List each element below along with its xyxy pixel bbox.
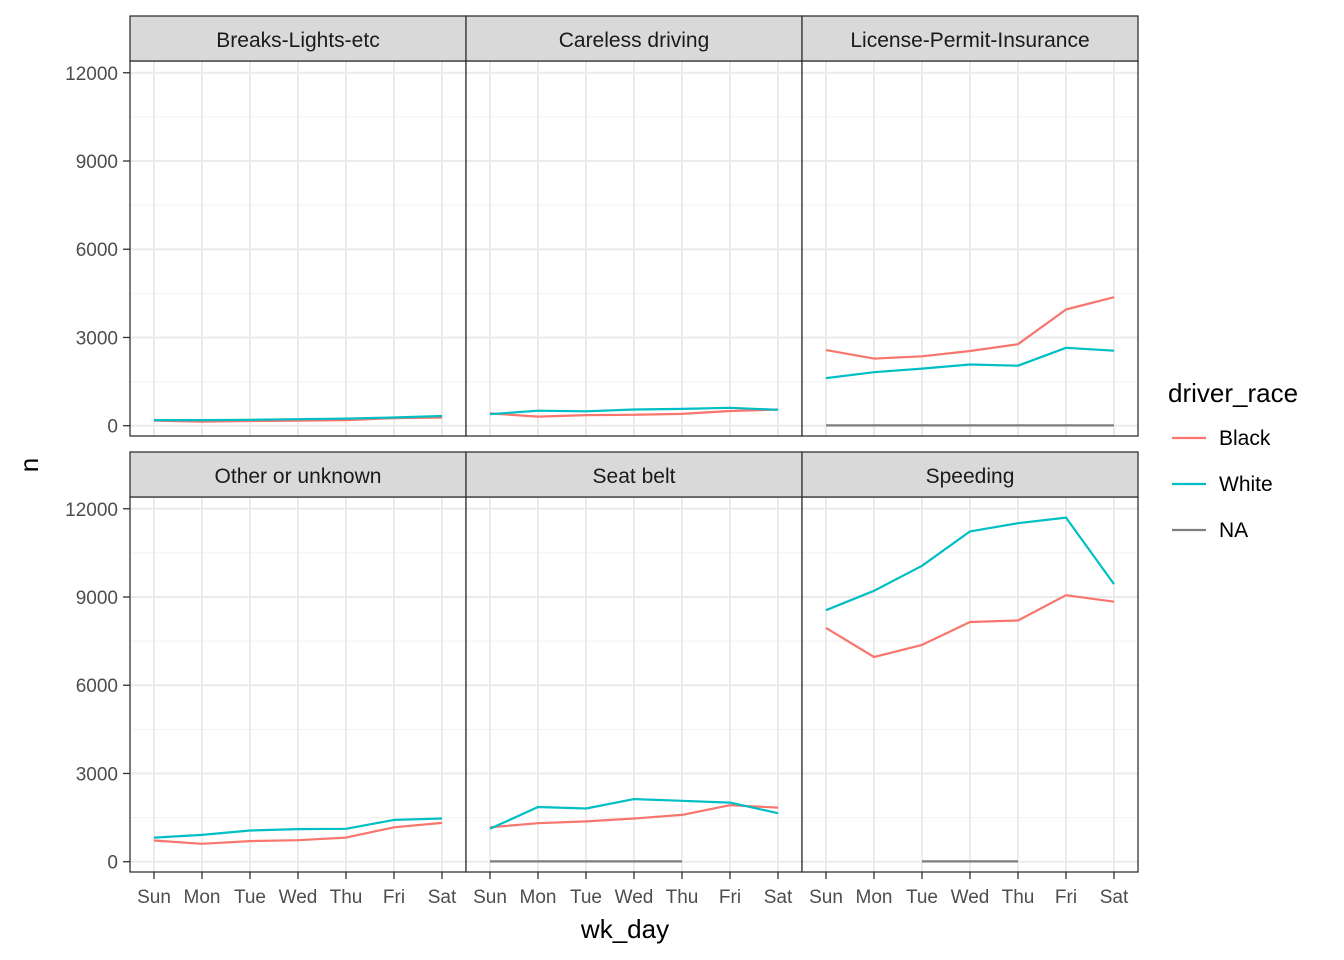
series-line-black	[489, 804, 779, 829]
legend-title: driver_race	[1168, 378, 1298, 408]
y-tick-label: 12000	[65, 500, 118, 521]
series-line-black	[153, 821, 443, 845]
x-tick-label: Tue	[906, 887, 938, 908]
y-tick-label: 9000	[76, 152, 118, 173]
x-tick-label: Mon	[184, 887, 221, 908]
strip-label: Breaks-Lights-etc	[216, 29, 379, 52]
legend-label: NA	[1219, 519, 1248, 542]
y-tick-label: 12000	[65, 64, 118, 85]
x-tick-label: Sat	[764, 887, 793, 908]
y-tick-label: 0	[107, 853, 118, 874]
x-tick-label: Fri	[383, 887, 405, 908]
x-tick-label: Tue	[570, 887, 602, 908]
series-line-black	[825, 594, 1115, 659]
x-tick-label: Fri	[1055, 887, 1077, 908]
series-line-white	[154, 414, 443, 422]
panel-other-or-unknown: Other or unknown 0 3000 6000 9000 12000 Sun Mon…	[65, 451, 467, 908]
x-tick-label: Sat	[428, 887, 457, 908]
y-tick-label: 0	[107, 417, 118, 438]
x-tick-label: Sat	[1100, 887, 1129, 908]
y-tick-label: 9000	[76, 588, 118, 609]
x-tick-label: Thu	[1002, 887, 1035, 908]
strip-background	[801, 451, 1139, 498]
panel-seat-belt: Seat belt Sun Mon Tue Wed Thu Fri Sat	[465, 451, 803, 908]
legend-entry-na: NA	[1172, 519, 1248, 542]
x-tick-label: Tue	[234, 887, 266, 908]
series-line-white	[489, 406, 779, 416]
legend-entry-white: White	[1172, 473, 1273, 496]
series-line-black	[825, 296, 1115, 360]
strip-label: Seat belt	[593, 465, 676, 488]
x-tick-label: Wed	[279, 887, 318, 908]
strip-label: Speeding	[926, 465, 1015, 488]
series-line-white	[825, 346, 1115, 380]
x-tick-label: Fri	[719, 887, 741, 908]
x-tick-label: Wed	[951, 887, 990, 908]
panel-careless-driving: Careless driving	[465, 15, 803, 437]
legend-entry-black: Black	[1172, 427, 1271, 450]
legend: driver_race Black White NA	[1168, 378, 1298, 542]
series-line-white	[489, 797, 779, 830]
y-tick-label: 6000	[76, 676, 118, 697]
strip-background	[465, 451, 803, 498]
x-tick-label: Wed	[615, 887, 654, 908]
panel-speeding: Speeding Sun Mon Tue Wed Thu Fri Sat	[801, 451, 1139, 908]
strip-background	[465, 15, 803, 62]
panel-license-permit-insurance: License-Permit-Insurance	[801, 15, 1139, 437]
legend-label: White	[1219, 473, 1273, 496]
strip-background	[129, 15, 467, 62]
x-axis-title: wk_day	[580, 914, 669, 944]
strip-background	[801, 15, 1139, 62]
y-tick-label: 3000	[76, 764, 118, 785]
panels-layer: Breaks-Lights-etc 0 3000 6000 9000 12000 Carel…	[65, 15, 1139, 908]
x-tick-label: Thu	[330, 887, 363, 908]
x-tick-label: Sun	[809, 887, 843, 908]
panel-breaks-lights-etc: Breaks-Lights-etc 0 3000 6000 9000 12000	[65, 15, 467, 438]
x-tick-label: Sun	[473, 887, 507, 908]
y-tick-label: 6000	[76, 240, 118, 261]
strip-label: License-Permit-Insurance	[850, 29, 1089, 52]
x-tick-label: Mon	[856, 887, 893, 908]
legend-label: Black	[1219, 427, 1271, 450]
y-tick-label: 3000	[76, 328, 118, 349]
strip-label: Other or unknown	[215, 465, 382, 488]
strip-label: Careless driving	[559, 29, 710, 52]
x-tick-label: Mon	[520, 887, 557, 908]
x-tick-label: Sun	[137, 887, 171, 908]
series-line-white	[153, 817, 443, 839]
series-line-white	[825, 516, 1115, 612]
y-axis-title: n	[14, 458, 44, 472]
x-tick-label: Thu	[666, 887, 699, 908]
series-line-black	[489, 408, 779, 418]
